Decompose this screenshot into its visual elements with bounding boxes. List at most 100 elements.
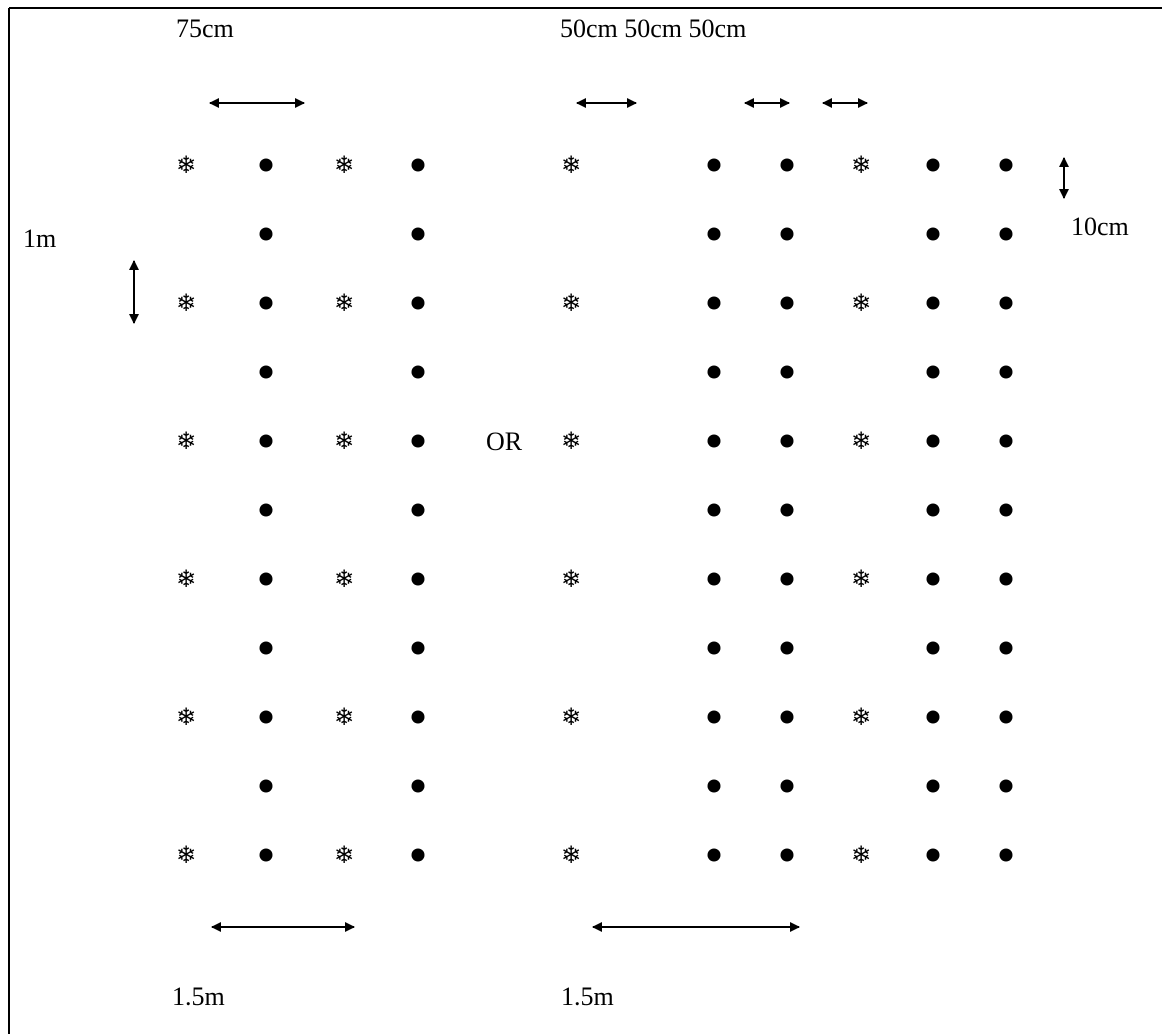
filled-circle-icon <box>411 434 425 448</box>
filled-circle-icon <box>926 503 940 517</box>
filled-circle-icon <box>999 296 1013 310</box>
snowflake-icon: ❄ <box>176 289 196 317</box>
filled-circle-icon <box>259 641 273 655</box>
filled-circle-icon <box>707 434 721 448</box>
filled-circle-icon <box>780 365 794 379</box>
planting-grid: ❄ ❄ ❄ ❄ ❄ ❄ ❄ ❄ ❄ ❄ ❄ ❄ ❄ ❄ ❄ ❄ ❄ ❄ ❄ ❄ ❄ ❄ ❄ ❄ <box>176 151 1013 869</box>
snowflake-icon: ❄ <box>561 289 581 317</box>
filled-circle-icon <box>999 641 1013 655</box>
snowflake-icon: ❄ <box>851 289 871 317</box>
filled-circle-icon <box>707 227 721 241</box>
snowflake-icon: ❄ <box>334 841 354 869</box>
snowflake-icon: ❄ <box>851 565 871 593</box>
snowflake-icon: ❄ <box>176 703 196 731</box>
filled-circle-icon <box>707 503 721 517</box>
filled-circle-icon <box>259 710 273 724</box>
filled-circle-icon <box>780 641 794 655</box>
filled-circle-icon <box>999 503 1013 517</box>
filled-circle-icon <box>411 158 425 172</box>
filled-circle-icon <box>926 641 940 655</box>
filled-circle-icon <box>999 434 1013 448</box>
filled-circle-icon <box>707 158 721 172</box>
snowflake-icon: ❄ <box>176 151 196 179</box>
filled-circle-icon <box>707 641 721 655</box>
filled-circle-icon <box>926 365 940 379</box>
filled-circle-icon <box>999 848 1013 862</box>
filled-circle-icon <box>780 710 794 724</box>
filled-circle-icon <box>926 434 940 448</box>
filled-circle-icon <box>259 503 273 517</box>
filled-circle-icon <box>259 158 273 172</box>
filled-circle-icon <box>926 572 940 586</box>
snowflake-icon: ❄ <box>561 151 581 179</box>
filled-circle-icon <box>411 848 425 862</box>
filled-circle-icon <box>999 710 1013 724</box>
right-top-spacing-label: 50cm 50cm 50cm <box>560 14 746 43</box>
filled-circle-icon <box>411 227 425 241</box>
or-separator-label: OR <box>486 427 523 456</box>
filled-circle-icon <box>411 710 425 724</box>
snowflake-icon: ❄ <box>334 565 354 593</box>
snowflake-icon: ❄ <box>176 427 196 455</box>
filled-circle-icon <box>411 503 425 517</box>
snowflake-icon: ❄ <box>561 565 581 593</box>
filled-circle-icon <box>780 296 794 310</box>
filled-circle-icon <box>259 848 273 862</box>
snowflake-icon: ❄ <box>561 427 581 455</box>
filled-circle-icon <box>411 296 425 310</box>
snowflake-icon: ❄ <box>561 703 581 731</box>
snowflake-icon: ❄ <box>334 151 354 179</box>
filled-circle-icon <box>411 779 425 793</box>
row-spacing-left-label: 1m <box>23 224 56 253</box>
filled-circle-icon <box>999 779 1013 793</box>
filled-circle-icon <box>707 365 721 379</box>
snowflake-icon: ❄ <box>334 427 354 455</box>
right-bottom-width-label: 1.5m <box>561 982 614 1011</box>
filled-circle-icon <box>999 227 1013 241</box>
filled-circle-icon <box>707 779 721 793</box>
filled-circle-icon <box>780 434 794 448</box>
left-top-spacing-label: 75cm <box>176 14 234 43</box>
filled-circle-icon <box>926 710 940 724</box>
filled-circle-icon <box>707 848 721 862</box>
snowflake-icon: ❄ <box>176 565 196 593</box>
filled-circle-icon <box>926 296 940 310</box>
filled-circle-icon <box>259 227 273 241</box>
filled-circle-icon <box>780 503 794 517</box>
snowflake-icon: ❄ <box>851 703 871 731</box>
filled-circle-icon <box>926 779 940 793</box>
filled-circle-icon <box>999 572 1013 586</box>
row-spacing-right-label: 10cm <box>1071 212 1129 241</box>
snowflake-icon: ❄ <box>851 151 871 179</box>
snowflake-icon: ❄ <box>561 841 581 869</box>
snowflake-icon: ❄ <box>334 289 354 317</box>
left-bottom-width-label: 1.5m <box>172 982 225 1011</box>
filled-circle-icon <box>926 848 940 862</box>
snowflake-icon: ❄ <box>851 427 871 455</box>
filled-circle-icon <box>259 434 273 448</box>
filled-circle-icon <box>780 779 794 793</box>
filled-circle-icon <box>780 848 794 862</box>
filled-circle-icon <box>780 572 794 586</box>
snowflake-icon: ❄ <box>334 703 354 731</box>
filled-circle-icon <box>259 779 273 793</box>
filled-circle-icon <box>259 572 273 586</box>
filled-circle-icon <box>707 296 721 310</box>
filled-circle-icon <box>999 158 1013 172</box>
filled-circle-icon <box>780 158 794 172</box>
filled-circle-icon <box>999 365 1013 379</box>
filled-circle-icon <box>259 365 273 379</box>
snowflake-icon: ❄ <box>851 841 871 869</box>
filled-circle-icon <box>707 572 721 586</box>
filled-circle-icon <box>411 365 425 379</box>
snowflake-icon: ❄ <box>176 841 196 869</box>
filled-circle-icon <box>707 710 721 724</box>
filled-circle-icon <box>926 227 940 241</box>
filled-circle-icon <box>259 296 273 310</box>
filled-circle-icon <box>780 227 794 241</box>
filled-circle-icon <box>411 641 425 655</box>
filled-circle-icon <box>411 572 425 586</box>
filled-circle-icon <box>926 158 940 172</box>
